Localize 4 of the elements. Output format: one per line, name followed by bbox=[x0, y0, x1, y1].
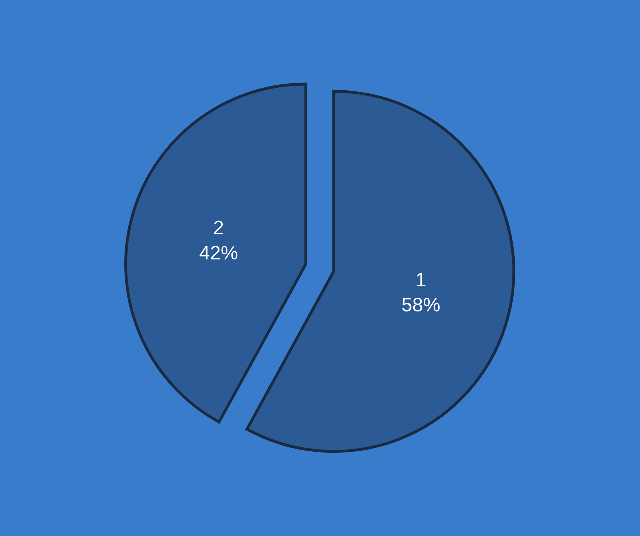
data-label: 42% bbox=[200, 246, 238, 260]
data-label: 58% bbox=[402, 298, 440, 312]
slice-label: 2 bbox=[214, 220, 224, 234]
slice-label: 1 bbox=[417, 273, 426, 286]
